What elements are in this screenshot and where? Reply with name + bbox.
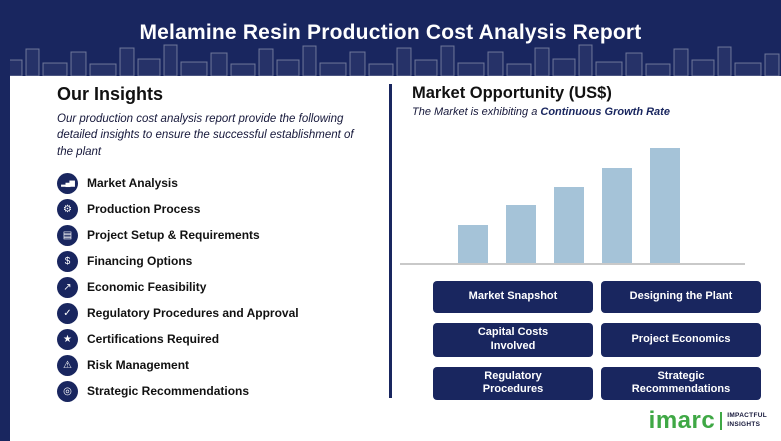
tagline-line: IMPACTFUL [727, 412, 767, 420]
icon-glyph: ⚙ [63, 203, 72, 215]
market-snapshot-button[interactable]: Market Snapshot [433, 281, 593, 313]
market-subtitle: The Market is exhibiting a Continuous Gr… [412, 106, 772, 118]
insights-list: ▂▄▆ Market Analysis ⚙ Production Process… [57, 172, 382, 402]
icon-glyph: ✓ [63, 307, 72, 319]
imarc-logo: imarc IMPACTFUL INSIGHTS [649, 409, 767, 433]
designing-the-plant-button[interactable]: Designing the Plant [601, 281, 761, 313]
insight-label: Strategic Recommendations [87, 384, 250, 399]
chart-bar [506, 205, 536, 263]
left-edge-decoration [0, 0, 10, 441]
subtitle-highlight: Continuous Growth Rate [540, 106, 670, 118]
market-analysis-icon: ▂▄▆ [57, 172, 78, 194]
vertical-divider [389, 84, 392, 398]
insight-label: Market Analysis [87, 176, 178, 191]
icon-glyph: ◎ [63, 385, 72, 397]
imarc-logo-text: imarc [648, 407, 716, 434]
icon-glyph: ↗ [63, 281, 72, 293]
list-item: ▤ Project Setup & Requirements [57, 224, 382, 246]
warning-icon: ⚠ [57, 354, 78, 376]
subtitle-text: The Market is exhibiting a [412, 106, 541, 118]
logo-tagline: IMPACTFUL INSIGHTS [727, 412, 767, 430]
insight-label: Economic Feasibility [87, 280, 207, 295]
capital-costs-button[interactable]: Capital Costs Involved [433, 323, 593, 357]
list-item: ↗ Economic Feasibility [57, 276, 382, 298]
insights-heading: Our Insights [57, 84, 164, 104]
header-banner: Melamine Resin Production Cost Analysis … [0, 0, 781, 76]
insight-label: Risk Management [87, 358, 190, 373]
insight-label: Financing Options [87, 254, 193, 269]
growth-arrow-icon: ↗ [57, 276, 78, 298]
list-item: ★ Certifications Required [57, 328, 382, 350]
icon-glyph: ▂▄▆ [61, 180, 75, 188]
icon-glyph: $ [64, 255, 71, 267]
gear-icon: ⚙ [57, 198, 78, 220]
insights-section: Our Insights Our production cost analysi… [57, 84, 382, 407]
logo-divider [720, 412, 723, 430]
regulatory-procedures-button[interactable]: Regulatory Procedures [433, 366, 593, 400]
certificate-icon: ★ [57, 328, 78, 350]
list-item: ▂▄▆ Market Analysis [57, 172, 382, 194]
page-title: Melamine Resin Production Cost Analysis … [139, 21, 642, 44]
chart-bar [602, 168, 632, 263]
icon-glyph: ★ [63, 333, 72, 345]
project-economics-button[interactable]: Project Economics [601, 323, 761, 357]
skyline-decoration [1, 44, 780, 76]
insight-label: Project Setup & Requirements [87, 228, 260, 243]
list-item: ✓ Regulatory Procedures and Approval [57, 302, 382, 324]
icon-glyph: ⚠ [63, 359, 72, 371]
insights-subtitle: Our production cost analysis report prov… [57, 113, 354, 158]
insight-label: Certifications Required [87, 332, 220, 347]
chart-bar [458, 225, 488, 263]
chart-bar [554, 187, 584, 263]
dollar-icon: $ [57, 250, 78, 272]
insight-label: Regulatory Procedures and Approval [87, 306, 299, 321]
insight-label: Production Process [87, 202, 201, 217]
tagline-line: INSIGHTS [727, 421, 761, 428]
list-item: $ Financing Options [57, 250, 382, 272]
market-section: Market Opportunity (US$) The Market is e… [400, 84, 772, 400]
check-icon: ✓ [57, 302, 78, 324]
growth-bar-chart [400, 133, 745, 265]
target-icon: ◎ [57, 380, 78, 402]
list-item: ⚙ Production Process [57, 198, 382, 220]
list-item: ⚠ Risk Management [57, 354, 382, 376]
list-item: ◎ Strategic Recommendations [57, 380, 382, 402]
market-heading: Market Opportunity (US$) [412, 84, 612, 102]
report-buttons-grid: Market Snapshot Designing the Plant Capi… [433, 281, 772, 400]
chart-bar [650, 148, 680, 263]
strategic-recommendations-button[interactable]: Strategic Recommendations [601, 366, 761, 400]
clipboard-icon: ▤ [57, 224, 78, 246]
icon-glyph: ▤ [62, 229, 73, 241]
